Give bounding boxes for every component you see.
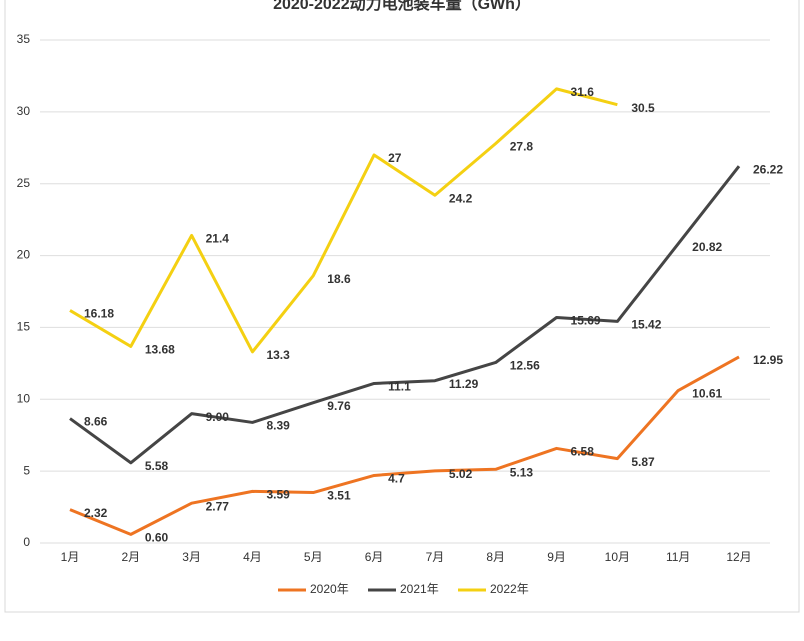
chart-title: 2020-2022动力电池装车量（GWh）: [273, 0, 531, 13]
data-label: 4.7: [388, 472, 405, 486]
data-label: 13.3: [266, 348, 290, 362]
chart-frame: [4, 0, 800, 613]
data-label: 8.39: [266, 419, 290, 433]
data-label: 21.4: [206, 232, 230, 246]
data-label: 12.56: [510, 359, 540, 373]
data-label: 2.77: [206, 499, 230, 513]
y-tick-label: 35: [17, 32, 31, 46]
series-line: [69, 355, 740, 536]
data-label: 3.51: [327, 489, 351, 503]
legend-label: 2021年: [400, 582, 439, 596]
data-label: 27.8: [510, 140, 534, 154]
data-label: 30.5: [631, 101, 655, 115]
data-label: 31.6: [571, 85, 595, 99]
x-tick-label: 4月: [243, 550, 262, 564]
data-label: 11.1: [388, 380, 411, 394]
data-label: 24.2: [449, 191, 473, 205]
data-label: 27: [388, 151, 402, 165]
x-tick-label: 7月: [426, 550, 445, 564]
y-tick-label: 30: [17, 104, 31, 118]
x-tick-label: 10月: [605, 550, 630, 564]
x-tick-label: 5月: [304, 550, 323, 564]
legend-label: 2022年: [490, 582, 529, 596]
y-tick-label: 5: [23, 463, 30, 477]
y-tick-label: 25: [17, 176, 31, 190]
data-label: 8.66: [84, 415, 108, 429]
y-tick-label: 20: [17, 248, 31, 262]
data-label: 6.58: [571, 445, 595, 459]
data-label: 2.32: [84, 506, 108, 520]
data-label: 9.00: [206, 410, 230, 424]
data-label: 20.82: [692, 240, 722, 254]
data-label: 16.18: [84, 307, 114, 321]
x-tick-label: 2月: [121, 550, 140, 564]
legend-label: 2020年: [310, 582, 349, 596]
y-tick-label: 0: [23, 535, 30, 549]
x-tick-label: 12月: [726, 550, 751, 564]
x-tick-label: 11月: [666, 550, 690, 564]
series-line: [69, 165, 741, 465]
data-label: 13.68: [145, 343, 175, 357]
x-tick-label: 6月: [365, 550, 384, 564]
x-tick-label: 8月: [486, 550, 505, 564]
data-label: 9.76: [327, 399, 351, 413]
series-line: [69, 87, 618, 354]
y-tick-label: 15: [17, 320, 31, 334]
x-tick-label: 1月: [61, 550, 80, 564]
y-tick-label: 10: [17, 391, 31, 405]
data-label: 15.42: [631, 318, 661, 332]
data-label: 18.6: [327, 272, 351, 286]
data-label: 3.59: [266, 488, 290, 502]
data-label: 12.95: [753, 353, 783, 367]
x-tick-label: 9月: [547, 550, 566, 564]
data-label: 5.02: [449, 467, 473, 481]
data-label: 15.69: [571, 314, 601, 328]
data-label: 5.13: [510, 465, 534, 479]
data-label: 5.87: [631, 455, 655, 469]
data-label: 26.22: [753, 162, 783, 176]
data-label: 5.58: [145, 459, 169, 473]
data-label: 0.60: [145, 531, 169, 545]
data-label: 10.61: [692, 387, 722, 401]
data-label: 11.29: [449, 377, 479, 391]
x-tick-label: 3月: [182, 550, 201, 564]
